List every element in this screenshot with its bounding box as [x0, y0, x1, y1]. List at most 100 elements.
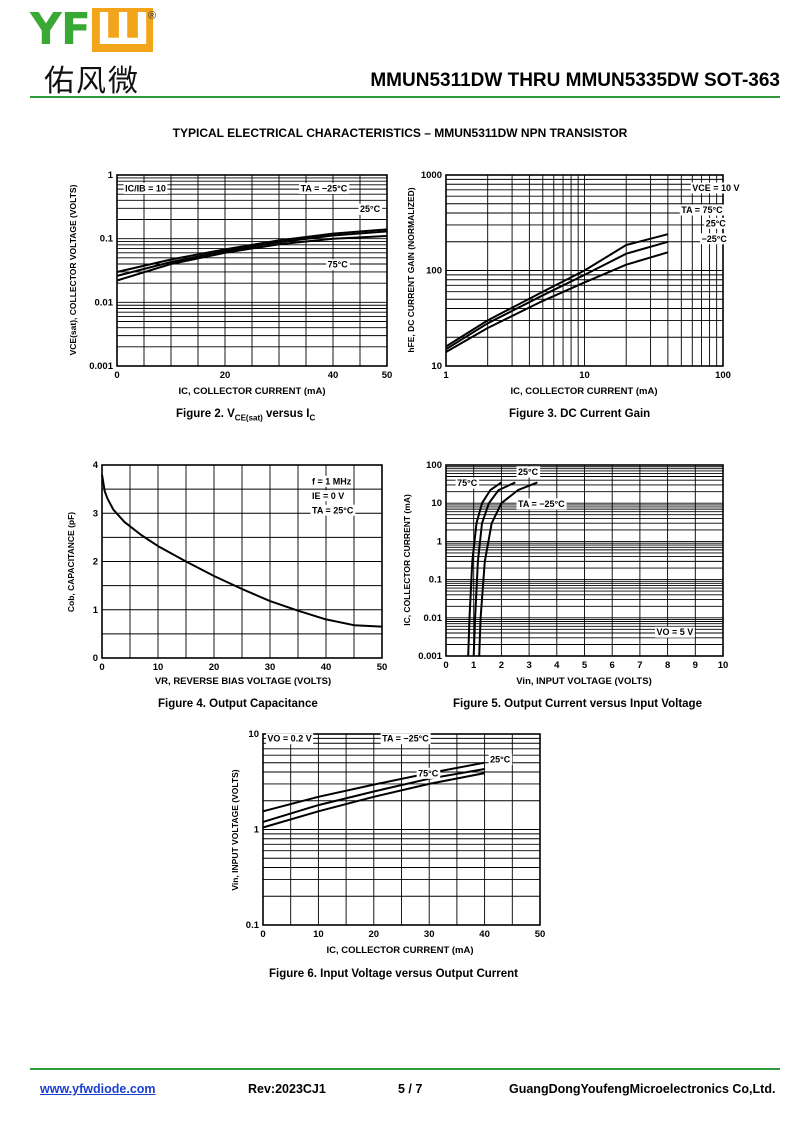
figure-4-caption: Figure 4. Output Capacitance [158, 698, 318, 710]
fig6-x-axis-title: IC, COLLECTOR CURRENT (mA) [326, 945, 473, 956]
fig3-ytick-label: 10 [431, 361, 442, 372]
fig5-ytick-label: 0.01 [424, 613, 443, 624]
website-link[interactable]: www.yfwdiode.com [40, 1082, 156, 1096]
figure-2-caption-sub: CE(sat) [234, 413, 263, 423]
fig2-y-axis-title: VCE(sat), COLLECTOR VOLTAGE (VOLTS) [68, 184, 78, 355]
fig4-series-line-1 [101, 474, 383, 628]
fig4-ytick-label: 2 [93, 557, 98, 568]
fig4-x-axis-title: VR, REVERSE BIAS VOLTAGE (VOLTS) [155, 676, 331, 687]
fig5-annotation: 25°C [518, 467, 539, 477]
fig4-ytick-label: 1 [93, 605, 99, 616]
fig5-series-line-3 [478, 481, 538, 657]
fig2-plot-frame [116, 174, 388, 367]
fig3-y-axis-title: hFE, DC CURRENT GAIN (NORMALIZED) [406, 187, 416, 352]
fig6-series-line-3 [262, 772, 485, 829]
footer-website[interactable]: www.yfwdiode.com [40, 1082, 156, 1096]
fig6-annotation: 25°C [490, 755, 511, 765]
fig2-ytick-label: 0.1 [100, 234, 114, 245]
registered-mark-icon: ® [148, 10, 157, 22]
fig2-annotation-bg [299, 183, 350, 195]
fig3-series-line-2 [445, 240, 669, 351]
fig4-xtick-label: 10 [153, 662, 164, 673]
fig5-annotation-bg [516, 498, 567, 510]
fig4-annotation: TA = 25°C [312, 505, 354, 515]
page-heading: TYPICAL ELECTRICAL CHARACTERISTICS – MMU… [172, 126, 628, 140]
fig5-series-line-2 [472, 481, 516, 657]
fig6-xtick-label: 10 [313, 929, 324, 940]
fig4-xtick-label: 40 [321, 662, 332, 673]
figure-5-caption: Figure 5. Output Current versus Input Vo… [453, 698, 702, 710]
fig2-ytick-label: 1 [108, 170, 114, 181]
fig3-xtick-label: 1 [443, 370, 449, 381]
fig2-grid [116, 174, 388, 367]
fig5-xtick-label: 6 [610, 660, 615, 671]
fig6-ytick-label: 10 [248, 729, 259, 740]
fig5-xtick-label: 5 [582, 660, 588, 671]
fig5-annotation-bg [516, 466, 541, 478]
fig4-annotation-bg [310, 504, 356, 516]
fig6-xtick-label: 40 [479, 929, 490, 940]
fig6-annotation-bg [488, 754, 513, 766]
fig5-xtick-label: 2 [499, 660, 504, 671]
fig4-annotation-bg [310, 475, 354, 487]
fig5-annotation: 75°C [457, 478, 478, 488]
fig3-annotation: 25°C [706, 218, 727, 228]
fig4-xtick-label: 20 [209, 662, 220, 673]
fig5-series-line-1 [467, 481, 502, 657]
brand-logo-chinese: 佑风微 [44, 64, 140, 99]
fig6-annotation-bg [380, 733, 431, 745]
fig3-annotation-bg [690, 182, 742, 194]
fig3-xtick-label: 100 [715, 370, 731, 381]
fig5-ytick-label: 0.1 [429, 575, 443, 586]
fig3-ytick-label: 100 [426, 266, 442, 277]
fig2-ytick-label: 0.01 [95, 297, 114, 308]
fig5-xtick-label: 1 [471, 660, 477, 671]
brand-logo: YF Ш ® 佑风微 [30, 8, 170, 100]
fig5-annotation-bg [455, 477, 480, 489]
footer-revision: Rev:2023CJ1 [248, 1082, 326, 1096]
fig5-xtick-label: 7 [637, 660, 642, 671]
fig3-series-line-1 [445, 233, 669, 348]
fig2-annotation: TA = −25°C [301, 184, 348, 194]
fig3-annotation-bg [704, 217, 728, 229]
footer-rule [30, 1068, 780, 1070]
fig3-annotation-bg [679, 204, 725, 216]
fig2-x-axis-title: IC, COLLECTOR CURRENT (mA) [178, 386, 325, 397]
fig2-xtick-label: 20 [220, 370, 231, 381]
fig6-xtick-label: 20 [369, 929, 380, 940]
fig6-annotation: TA = −25°C [382, 734, 429, 744]
fig3-plot-frame [445, 174, 724, 367]
fig6-xtick-label: 0 [260, 929, 265, 940]
fig4-xtick-label: 30 [265, 662, 276, 673]
fig4-xtick-label: 0 [99, 662, 104, 673]
figure-2-caption: Figure 2. VCE(sat) versus IC [176, 408, 315, 422]
fig6-annotation-bg [416, 767, 441, 779]
fig5-annotation-bg [655, 626, 695, 638]
fig6-grid [262, 733, 541, 926]
fig5-plot-frame [445, 464, 724, 657]
footer-page-number: 5 / 7 [398, 1082, 423, 1096]
fig5-ytick-label: 0.001 [418, 651, 442, 662]
fig2-ytick-label: 0.001 [89, 361, 113, 372]
fig5-annotation: VO = 5 V [657, 627, 694, 637]
fig4-ytick-label: 3 [93, 508, 98, 519]
fig2-annotation: 25°C [360, 204, 381, 214]
figure-2-caption-part2: versus I [262, 408, 310, 420]
fig3-series-line-3 [445, 251, 669, 353]
fig6-series-line-2 [262, 768, 485, 823]
fig3-annotation-bg [700, 233, 729, 245]
brand-logo-latin: YF Ш [30, 8, 154, 52]
fig6-annotation: VO = 0.2 V [267, 734, 311, 744]
fig6-xtick-label: 30 [424, 929, 435, 940]
fig4-annotation: IE = 0 V [312, 491, 344, 501]
fig2-xtick-label: 50 [382, 370, 393, 381]
fig3-annotation: −25°C [702, 234, 728, 244]
fig5-xtick-label: 0 [443, 660, 448, 671]
figure-3-caption: Figure 3. DC Current Gain [509, 408, 651, 420]
fig2-annotation-bg [358, 203, 383, 215]
